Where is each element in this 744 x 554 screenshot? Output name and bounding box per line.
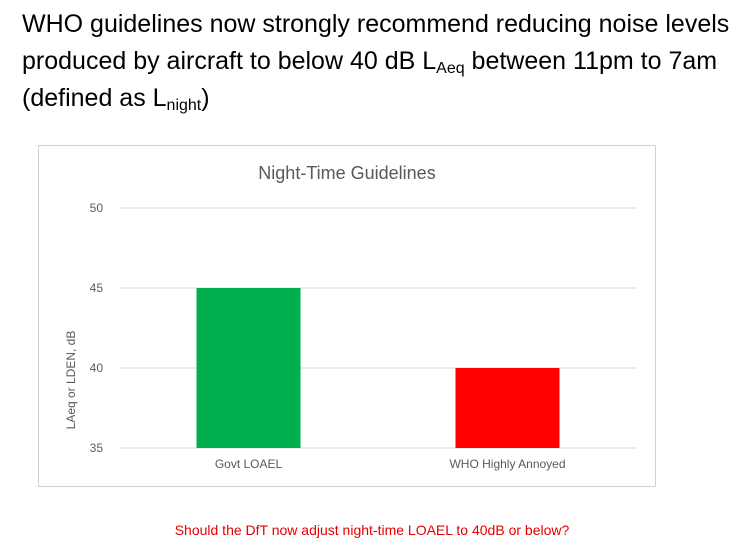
bar-who-highly-annoyed <box>455 368 560 448</box>
bar-chart: Night-Time Guidelines LAeq or LDEN, dB 3… <box>64 163 637 471</box>
chart-title: Night-Time Guidelines <box>258 163 435 183</box>
title-text-part-1: WHO guidelines now strongly recommend re… <box>22 10 730 75</box>
chart-container: Night-Time Guidelines LAeq or LDEN, dB 3… <box>38 145 656 487</box>
title-text-part-3: ) <box>201 84 210 112</box>
slide-title: WHO guidelines now strongly recommend re… <box>22 6 732 117</box>
y-tick-label: 45 <box>90 281 104 295</box>
title-text-part-2: between 11pm to 7am (defined as L <box>22 47 718 112</box>
title-subscript-aeq: Aeq <box>436 60 465 77</box>
category-labels: Govt LOAEL WHO Highly Annoyed <box>215 457 566 471</box>
y-tick-label: 50 <box>90 201 104 215</box>
bar-govt-loael <box>196 288 301 448</box>
category-label: WHO Highly Annoyed <box>449 457 565 471</box>
title-subscript-night: night <box>166 97 202 114</box>
y-tick-labels: 35 40 45 50 <box>90 201 104 455</box>
y-tick-label: 35 <box>90 441 104 455</box>
y-axis-label: LAeq or LDEN, dB <box>64 331 78 430</box>
y-tick-label: 40 <box>90 361 104 375</box>
footer-question: Should the DfT now adjust night-time LOA… <box>174 522 570 538</box>
bars <box>196 288 560 448</box>
category-label: Govt LOAEL <box>215 457 283 471</box>
